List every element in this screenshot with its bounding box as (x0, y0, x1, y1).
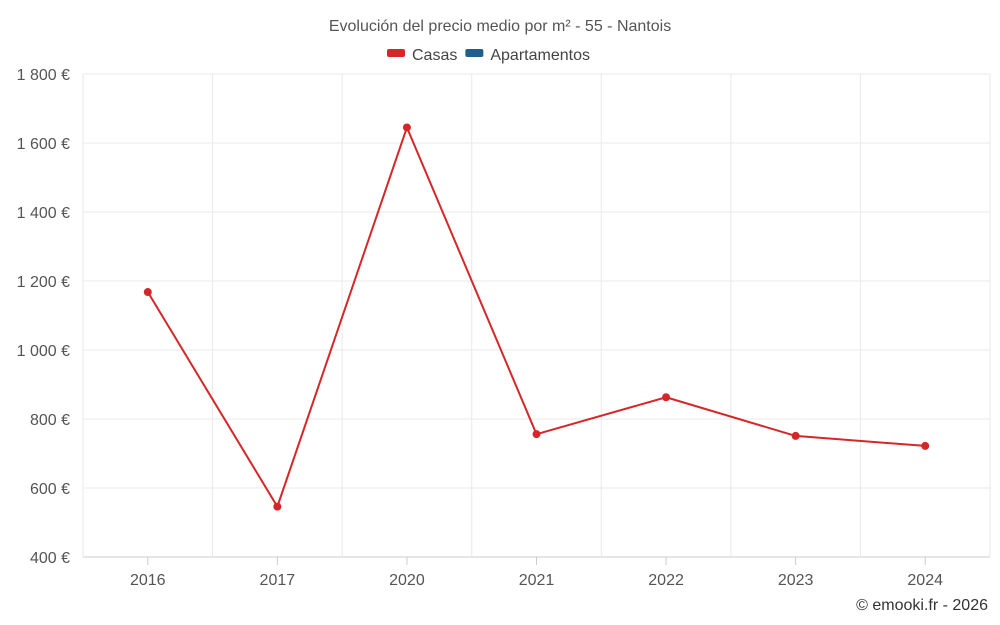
legend: Casas Apartamentos (387, 47, 590, 64)
y-tick-label: 1 800 € (17, 67, 70, 84)
y-axis: 400 € 600 € 800 € 1 000 € 1 200 € 1 400 € 1 60… (17, 67, 70, 567)
data-point[interactable] (921, 441, 930, 450)
data-point[interactable] (143, 288, 152, 297)
y-tick-label: 800 € (30, 412, 70, 429)
x-tick-label: 2023 (778, 572, 814, 589)
data-point[interactable] (791, 431, 800, 440)
y-tick-label: 1 000 € (17, 343, 70, 360)
x-tick-label: 2024 (907, 572, 943, 589)
y-tick-label: 600 € (30, 481, 70, 498)
x-axis: 2016 2017 2020 2021 2022 2023 2024 (130, 557, 943, 589)
legend-label: Apartamentos (490, 47, 590, 64)
data-point[interactable] (402, 123, 411, 132)
grid (82, 73, 991, 558)
x-tick-label: 2022 (648, 572, 684, 589)
x-tick-label: 2017 (260, 572, 296, 589)
y-tick-label: 1 200 € (17, 274, 70, 291)
y-tick-label: 400 € (30, 550, 70, 567)
y-tick-label: 1 400 € (17, 205, 70, 222)
data-point[interactable] (273, 502, 282, 511)
legend-item[interactable]: Casas (387, 47, 457, 64)
data-point[interactable] (662, 393, 671, 402)
data-point[interactable] (532, 430, 541, 439)
y-tick-label: 1 600 € (17, 136, 70, 153)
chart-title: Evolución del precio medio por m² - 55 -… (329, 18, 671, 35)
legend-swatch (465, 49, 484, 57)
legend-item[interactable]: Apartamentos (465, 47, 590, 64)
legend-swatch (387, 49, 405, 57)
credit-text: © emooki.fr - 2026 (856, 597, 988, 614)
series-line-casas (146, 126, 926, 508)
x-tick-label: 2020 (389, 572, 425, 589)
x-tick-label: 2021 (519, 572, 555, 589)
legend-label: Casas (412, 47, 457, 64)
series-layer (143, 123, 930, 511)
x-tick-label: 2016 (130, 572, 166, 589)
